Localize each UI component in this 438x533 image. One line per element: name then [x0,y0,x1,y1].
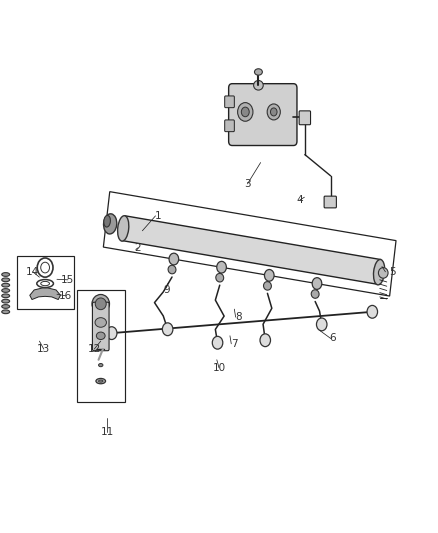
Ellipse shape [216,273,224,282]
Text: 16: 16 [59,291,72,301]
Text: 12: 12 [88,344,101,354]
Ellipse shape [117,216,129,241]
Ellipse shape [2,300,10,303]
Ellipse shape [2,284,10,287]
Text: 13: 13 [37,344,50,354]
Circle shape [317,318,327,331]
FancyBboxPatch shape [225,96,234,108]
Ellipse shape [311,290,319,298]
Circle shape [212,336,223,349]
Ellipse shape [96,332,105,340]
FancyBboxPatch shape [299,111,311,125]
Circle shape [106,327,117,340]
FancyBboxPatch shape [17,256,74,309]
Ellipse shape [241,107,249,117]
Circle shape [162,323,173,336]
Ellipse shape [312,278,322,289]
FancyBboxPatch shape [225,120,234,132]
Ellipse shape [254,69,262,75]
FancyBboxPatch shape [324,196,336,208]
Text: 4: 4 [297,195,304,205]
Ellipse shape [2,289,10,292]
Ellipse shape [265,270,274,281]
Text: 5: 5 [389,267,396,277]
Ellipse shape [217,261,226,273]
Text: 7: 7 [231,339,238,349]
Text: 10: 10 [212,363,226,373]
Text: 8: 8 [235,312,242,322]
Ellipse shape [264,281,272,290]
Ellipse shape [104,215,110,227]
Text: 6: 6 [329,334,336,343]
FancyBboxPatch shape [77,290,125,402]
Text: 11: 11 [101,427,114,437]
FancyBboxPatch shape [92,302,109,351]
Text: 14: 14 [26,267,39,277]
Text: 9: 9 [163,286,170,295]
Ellipse shape [169,253,179,265]
Ellipse shape [2,278,10,281]
Ellipse shape [2,273,10,276]
Ellipse shape [254,80,263,90]
Text: 2: 2 [134,243,141,253]
Ellipse shape [374,260,385,285]
Ellipse shape [378,268,388,278]
Ellipse shape [92,294,110,313]
Ellipse shape [96,378,106,384]
Ellipse shape [99,380,103,382]
Polygon shape [30,288,60,300]
Ellipse shape [237,102,253,122]
Circle shape [367,305,378,318]
Circle shape [260,334,271,346]
Ellipse shape [99,364,103,367]
Ellipse shape [267,104,280,120]
Text: 1: 1 [154,211,161,221]
Text: 3: 3 [244,179,251,189]
Ellipse shape [2,310,10,313]
Ellipse shape [2,305,10,308]
Ellipse shape [270,108,277,116]
FancyBboxPatch shape [229,84,297,146]
Ellipse shape [168,265,176,274]
Ellipse shape [2,294,10,297]
Text: 15: 15 [61,275,74,285]
Polygon shape [122,216,381,284]
Ellipse shape [103,214,117,234]
Ellipse shape [95,318,106,327]
Ellipse shape [95,298,106,310]
